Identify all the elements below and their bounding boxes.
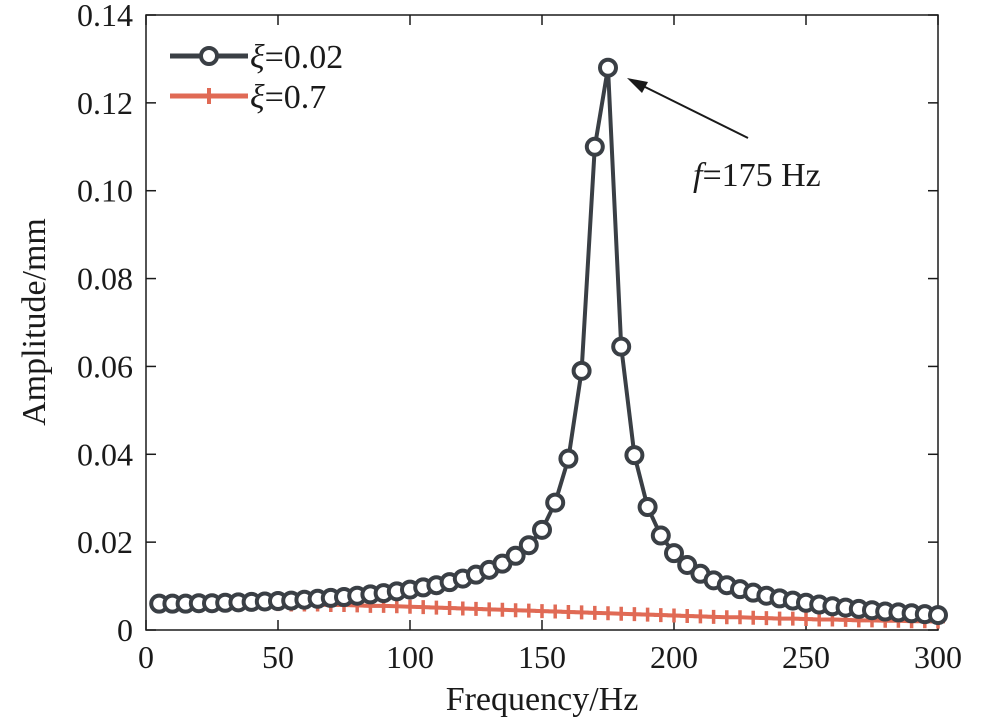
data-point <box>518 535 539 556</box>
data-point <box>521 603 536 618</box>
data-point <box>508 603 523 618</box>
data-point <box>505 545 526 566</box>
data-point <box>571 360 592 381</box>
legend-label-series-1: ξ=0.02 <box>250 39 343 76</box>
data-point <box>772 611 787 626</box>
data-point <box>664 543 684 564</box>
data-point <box>469 601 483 616</box>
data-point <box>561 604 576 619</box>
y-tick-label: 0.02 <box>77 524 133 560</box>
data-point <box>719 610 734 625</box>
y-tick-label: 0 <box>117 612 133 648</box>
data-point <box>416 600 431 615</box>
axis-ticks: 0 50 100 150 200 250 300 0 0.02 0.04 0.06 0.08 0.10 0… <box>77 0 962 675</box>
data-point <box>693 609 708 624</box>
data-point <box>532 519 552 540</box>
x-tick-label: 100 <box>386 639 434 675</box>
data-point <box>640 607 655 622</box>
data-point <box>403 599 417 614</box>
y-tick-label: 0.14 <box>77 0 133 33</box>
y-tick-label: 0.06 <box>77 348 133 384</box>
data-point <box>746 610 761 625</box>
data-point <box>429 600 444 615</box>
data-point <box>545 492 566 513</box>
data-point <box>627 607 642 622</box>
legend-marker-series-1 <box>199 46 219 66</box>
data-point <box>624 445 645 466</box>
data-point <box>482 602 497 617</box>
data-point <box>598 57 618 78</box>
data-point <box>611 336 632 357</box>
data-point <box>535 604 549 619</box>
data-point <box>574 605 589 620</box>
data-point <box>650 525 671 546</box>
series-layer <box>149 57 948 629</box>
data-point <box>812 612 827 627</box>
data-point <box>455 601 470 616</box>
data-point <box>653 608 668 623</box>
data-point <box>614 606 629 621</box>
y-tick-label: 0.08 <box>77 261 133 297</box>
data-point <box>759 611 774 626</box>
data-point <box>584 136 605 157</box>
data-point <box>601 606 615 621</box>
data-point <box>637 497 658 517</box>
data-point <box>785 611 800 626</box>
data-point <box>587 605 602 620</box>
series-1 <box>149 57 948 626</box>
data-point <box>667 608 681 623</box>
x-tick-label: 300 <box>914 639 962 675</box>
data-point <box>928 605 948 626</box>
annotation-arrow-line <box>636 82 749 139</box>
data-point <box>680 608 695 623</box>
x-tick-label: 50 <box>262 639 294 675</box>
x-tick-label: 150 <box>518 639 566 675</box>
y-axis-title: Amplitude/mm <box>16 218 53 426</box>
x-tick-label: 200 <box>650 639 698 675</box>
data-point <box>706 609 721 624</box>
legend-marker-series-2 <box>201 88 217 104</box>
data-point <box>677 554 698 575</box>
data-point <box>548 604 563 619</box>
x-tick-label: 0 <box>138 639 154 675</box>
y-tick-label: 0.04 <box>77 436 133 472</box>
x-axis-title: Frequency/Hz <box>446 681 639 718</box>
data-point <box>389 599 404 614</box>
peak-annotation: f=175 Hz <box>627 78 821 194</box>
legend-label-series-2: ξ=0.7 <box>250 79 326 116</box>
annotation-text: f=175 Hz <box>693 157 821 194</box>
y-tick-label: 0.12 <box>77 85 133 121</box>
legend: ξ=0.02 ξ=0.7 <box>170 39 343 116</box>
data-point <box>442 601 457 616</box>
data-point <box>495 602 510 617</box>
y-tick-label: 0.10 <box>77 173 133 209</box>
annotation-arrowhead <box>627 78 648 93</box>
data-point <box>558 448 579 469</box>
data-point <box>733 610 747 625</box>
data-point <box>799 612 813 627</box>
x-tick-label: 250 <box>782 639 830 675</box>
